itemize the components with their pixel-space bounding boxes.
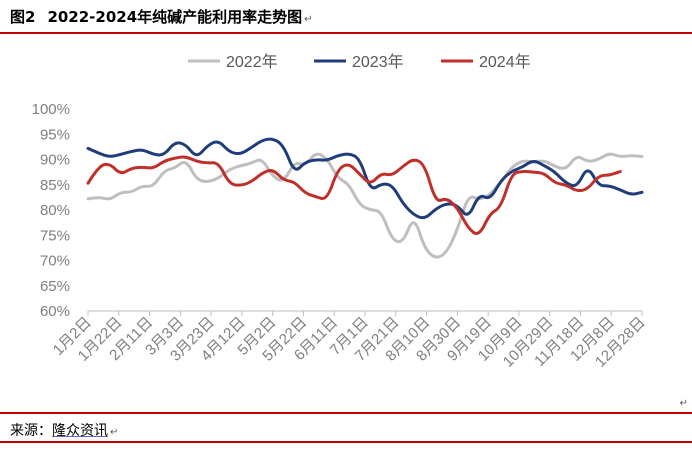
paragraph-mark-right-icon: ↵ xyxy=(679,398,688,409)
paragraph-mark-icon: ↵ xyxy=(304,14,313,25)
source-bar: 来源：隆众资讯 ↵ xyxy=(0,412,692,443)
series-line-2023年 xyxy=(86,137,644,220)
y-tick-label: 95% xyxy=(40,126,70,143)
title-bar: 图2 2022-2024年纯碱产能利用率走势图 ↵ xyxy=(0,0,692,34)
series-line-2024年 xyxy=(86,155,622,235)
y-tick-label: 80% xyxy=(40,202,70,219)
source-line: 来源：隆众资讯 ↵ xyxy=(10,420,118,440)
y-tick-label: 75% xyxy=(40,227,70,244)
chart-area: 60% 65% 70% 75% 80% 85% 90% 95% 100% 1月2日 1月22日 2月1… xyxy=(0,36,692,406)
y-tick-label: 60% xyxy=(40,303,70,320)
y-tick-label: 65% xyxy=(40,278,70,295)
legend-label: 2022年 xyxy=(226,53,278,71)
source-paragraph-mark-icon: ↵ xyxy=(110,427,119,438)
legend-label: 2023年 xyxy=(352,53,404,71)
y-tick-label: 90% xyxy=(40,152,70,169)
y-tick-label: 70% xyxy=(40,253,70,270)
y-tick-label: 100% xyxy=(32,101,70,118)
line-chart: 60%65%70%75%80%85%90%95%100%1月2日1月22日2月1… xyxy=(32,53,649,371)
figure-title: 2022-2024年纯碱产能利用率走势图 xyxy=(47,8,303,26)
series-line-2022年 xyxy=(86,152,644,259)
y-tick-label: 85% xyxy=(40,177,70,194)
source-name: 隆众资讯 xyxy=(52,423,108,439)
legend-label: 2024年 xyxy=(479,53,531,71)
source-label: 来源： xyxy=(10,423,52,439)
chart-title: 图2 2022-2024年纯碱产能利用率走势图 ↵ xyxy=(10,6,313,27)
figure-label: 图2 xyxy=(10,8,36,26)
